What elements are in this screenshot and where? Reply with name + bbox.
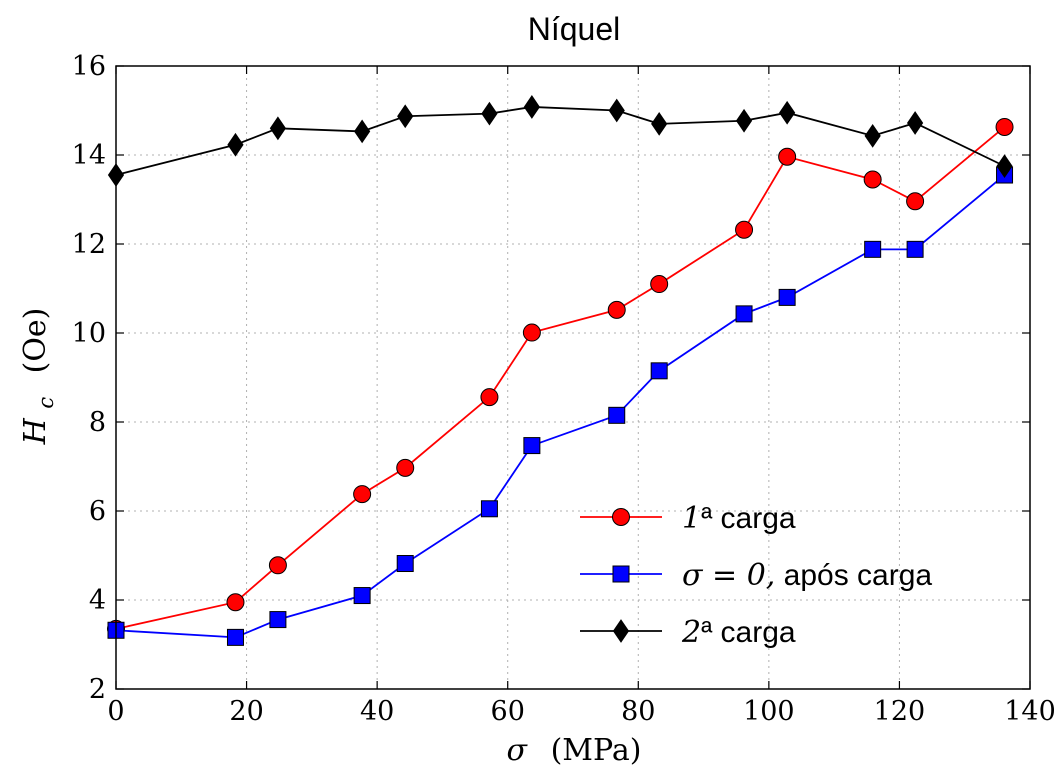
- x-tick-label: 0: [107, 696, 124, 727]
- chart-title: Níquel: [528, 11, 621, 47]
- data-point: [226, 593, 245, 612]
- data-point: [735, 220, 754, 239]
- series-line: [115, 174, 1006, 639]
- data-point: [396, 458, 415, 477]
- legend-item: σ = 0, após carga: [580, 558, 932, 593]
- y-tick-label: 14: [72, 140, 106, 171]
- data-point: [778, 288, 796, 306]
- data-point: [906, 192, 925, 211]
- legend-label-math: 2: [681, 615, 701, 650]
- data-point: [863, 170, 882, 189]
- legend-label: 2ª carga: [681, 615, 796, 650]
- data-point: [523, 95, 540, 119]
- legend-item: 1ª carga: [580, 501, 796, 536]
- series-layer: [107, 95, 1014, 646]
- data-point: [522, 323, 541, 342]
- data-point: [735, 305, 753, 323]
- y-tick-label: 10: [72, 318, 106, 349]
- legend-label: 1ª carga: [682, 501, 796, 536]
- data-point: [268, 556, 287, 575]
- data-point: [608, 98, 625, 123]
- data-point: [523, 437, 541, 455]
- data-point: [226, 628, 244, 646]
- data-point: [481, 101, 498, 126]
- legend-label-text: ª carga: [701, 502, 796, 535]
- y-tick-label: 4: [89, 585, 106, 616]
- y-tick-label: 8: [89, 407, 106, 438]
- plot-frame: [115, 65, 1031, 690]
- data-point: [735, 108, 753, 133]
- x-tick-label: 20: [229, 696, 263, 727]
- data-point: [480, 388, 499, 407]
- data-point: [397, 104, 414, 129]
- legend-label-text: ª carga: [701, 616, 796, 649]
- legend-marker: [612, 619, 630, 643]
- series-line: [115, 126, 1006, 630]
- data-point: [995, 117, 1014, 136]
- x-axis-symbol: σ: [507, 733, 529, 768]
- legend-item: 2ª carga: [580, 615, 796, 650]
- series-line: [115, 106, 1005, 176]
- y-tick-label: 2: [89, 674, 106, 705]
- data-point: [864, 123, 881, 148]
- y-axis-symbol: H: [18, 417, 53, 445]
- data-point: [906, 111, 924, 135]
- data-point: [269, 116, 287, 141]
- data-point: [480, 500, 498, 518]
- x-tick-label: 40: [360, 696, 394, 727]
- y-tick-label: 12: [72, 229, 106, 260]
- y-axis-unit: (Oe): [18, 308, 53, 374]
- data-point: [651, 111, 668, 136]
- series-2: [107, 166, 1014, 646]
- series-3: [107, 95, 1013, 187]
- series-1: [107, 117, 1014, 638]
- x-tick-label: 120: [874, 696, 926, 727]
- data-point: [778, 147, 797, 166]
- data-point: [650, 362, 668, 380]
- grid: [115, 65, 1031, 690]
- data-point: [906, 240, 924, 258]
- x-tick-label: 60: [491, 696, 525, 727]
- data-point: [227, 132, 244, 157]
- legend-marker: [612, 508, 630, 526]
- y-tick-label: 16: [72, 51, 106, 82]
- legend-label-math: σ = 0,: [682, 558, 775, 593]
- x-axis-label: σ (MPa): [507, 733, 642, 768]
- data-point: [996, 154, 1013, 179]
- data-point: [864, 240, 882, 258]
- data-point: [779, 100, 796, 125]
- y-axis-subscript: c: [34, 397, 58, 409]
- x-axis-unit: (MPa): [551, 733, 642, 768]
- x-tick-label: 80: [621, 696, 655, 727]
- data-point: [607, 300, 626, 319]
- legend-label-text: após carga: [775, 559, 932, 592]
- data-point: [353, 485, 372, 504]
- y-tick-label: 6: [89, 496, 106, 527]
- x-tick-label: 140: [1004, 696, 1056, 727]
- data-point: [396, 555, 414, 573]
- data-point: [269, 611, 287, 629]
- data-point: [650, 275, 669, 294]
- data-point: [608, 406, 626, 424]
- data-point: [353, 587, 371, 605]
- data-point: [354, 119, 371, 144]
- legend-label-math: 1: [682, 501, 701, 536]
- y-axis-label: H c (Oe): [18, 308, 61, 446]
- x-tick-label: 100: [743, 696, 795, 727]
- legend-label: σ = 0, após carga: [682, 558, 932, 593]
- legend-marker: [612, 565, 630, 583]
